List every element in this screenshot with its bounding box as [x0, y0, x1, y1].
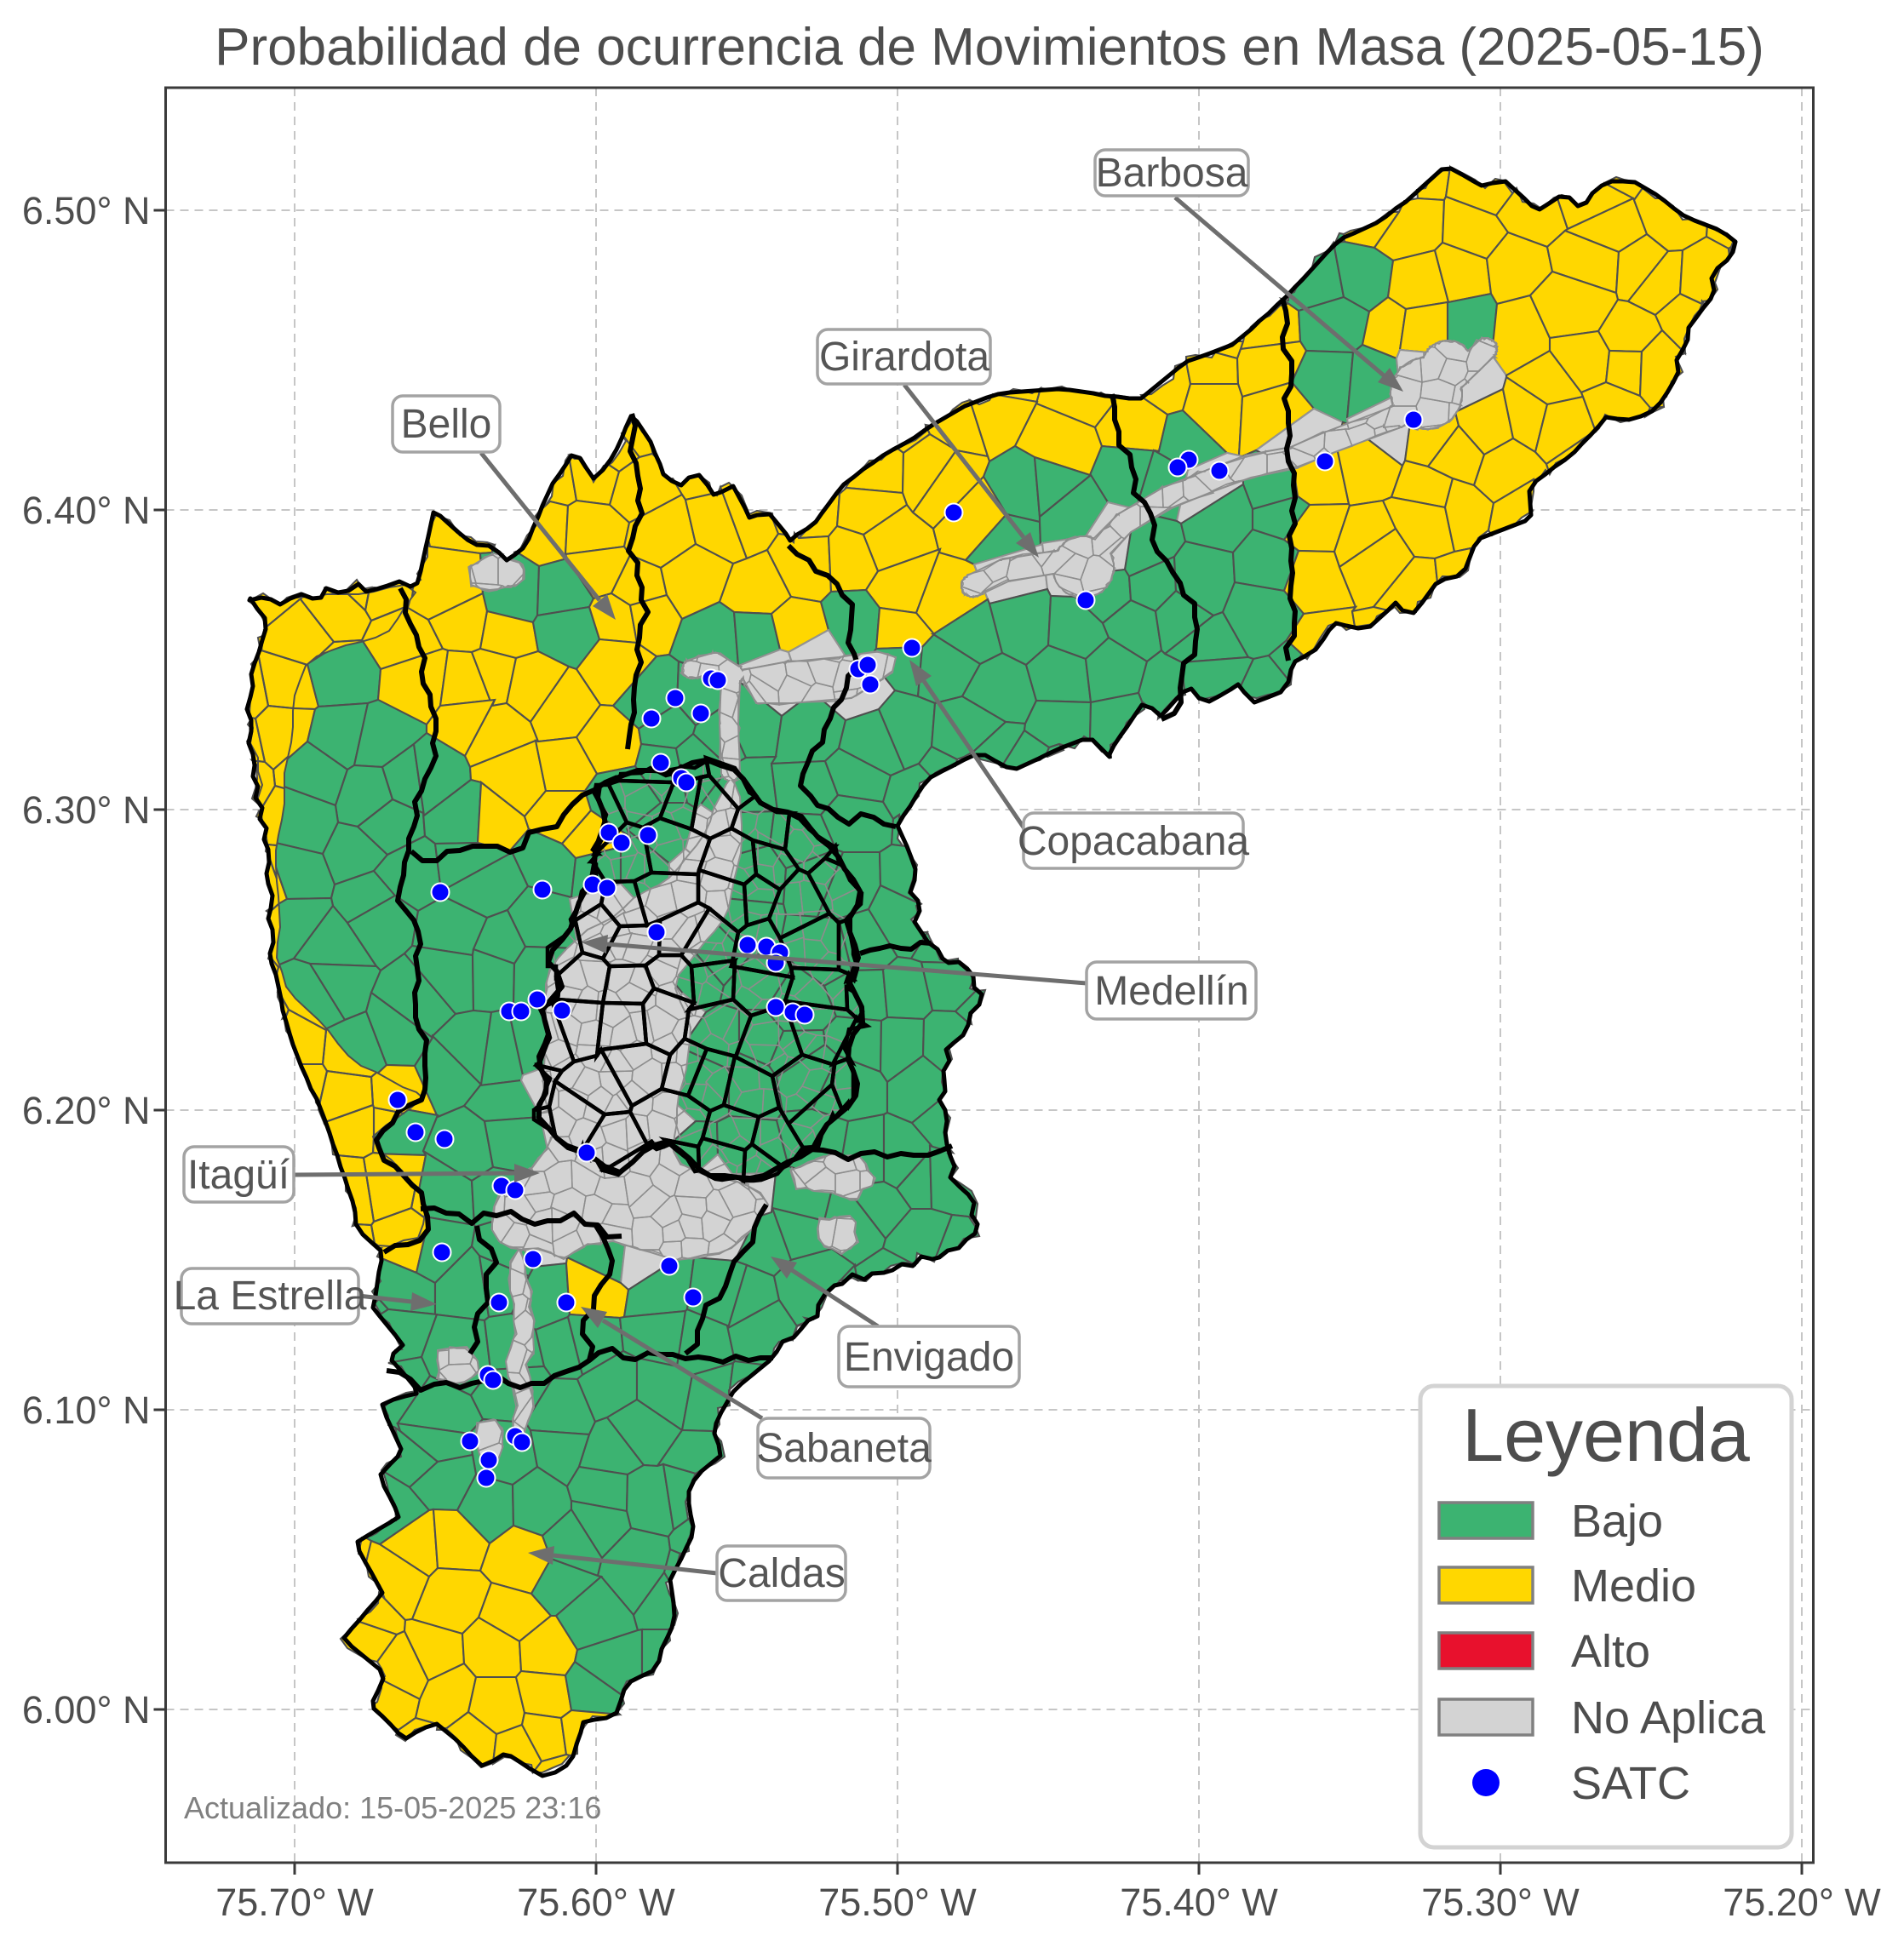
svg-text:Medellín: Medellín [1094, 969, 1248, 1014]
svg-text:Bello: Bello [401, 402, 492, 447]
svg-text:Sabaneta: Sabaneta [756, 1426, 932, 1471]
svg-text:75.70° W: 75.70° W [215, 1881, 374, 1924]
svg-text:Bajo: Bajo [1571, 1496, 1663, 1547]
svg-text:75.20° W: 75.20° W [1723, 1881, 1881, 1924]
svg-text:75.50° W: 75.50° W [818, 1881, 977, 1924]
svg-text:6.30° N: 6.30° N [22, 788, 151, 832]
svg-text:Caldas: Caldas [718, 1551, 845, 1596]
svg-text:6.50° N: 6.50° N [22, 189, 151, 232]
svg-text:Girardota: Girardota [819, 335, 989, 380]
svg-text:6.10° N: 6.10° N [22, 1388, 151, 1432]
svg-text:La Estrella: La Estrella [174, 1274, 367, 1319]
svg-text:SATC: SATC [1571, 1758, 1690, 1809]
svg-text:Probabilidad de ocurrencia de: Probabilidad de ocurrencia de Movimiento… [215, 18, 1764, 77]
svg-text:Itagüí: Itagüí [187, 1153, 290, 1198]
svg-text:Copacabana: Copacabana [1018, 819, 1250, 864]
svg-text:75.40° W: 75.40° W [1120, 1881, 1278, 1924]
svg-text:75.60° W: 75.60° W [517, 1881, 675, 1924]
svg-text:Medio: Medio [1571, 1560, 1696, 1612]
svg-text:6.00° N: 6.00° N [22, 1688, 151, 1732]
svg-text:Barbosa: Barbosa [1096, 151, 1248, 196]
svg-text:Leyenda: Leyenda [1462, 1393, 1750, 1477]
svg-text:6.40° N: 6.40° N [22, 489, 151, 532]
svg-text:6.20° N: 6.20° N [22, 1089, 151, 1132]
svg-text:Envigado: Envigado [844, 1335, 1014, 1380]
svg-text:No Aplica: No Aplica [1571, 1692, 1766, 1743]
svg-text:Alto: Alto [1571, 1626, 1650, 1677]
svg-text:75.30° W: 75.30° W [1421, 1881, 1580, 1924]
svg-text:Actualizado: 15-05-2025 23:16: Actualizado: 15-05-2025 23:16 [184, 1790, 601, 1825]
